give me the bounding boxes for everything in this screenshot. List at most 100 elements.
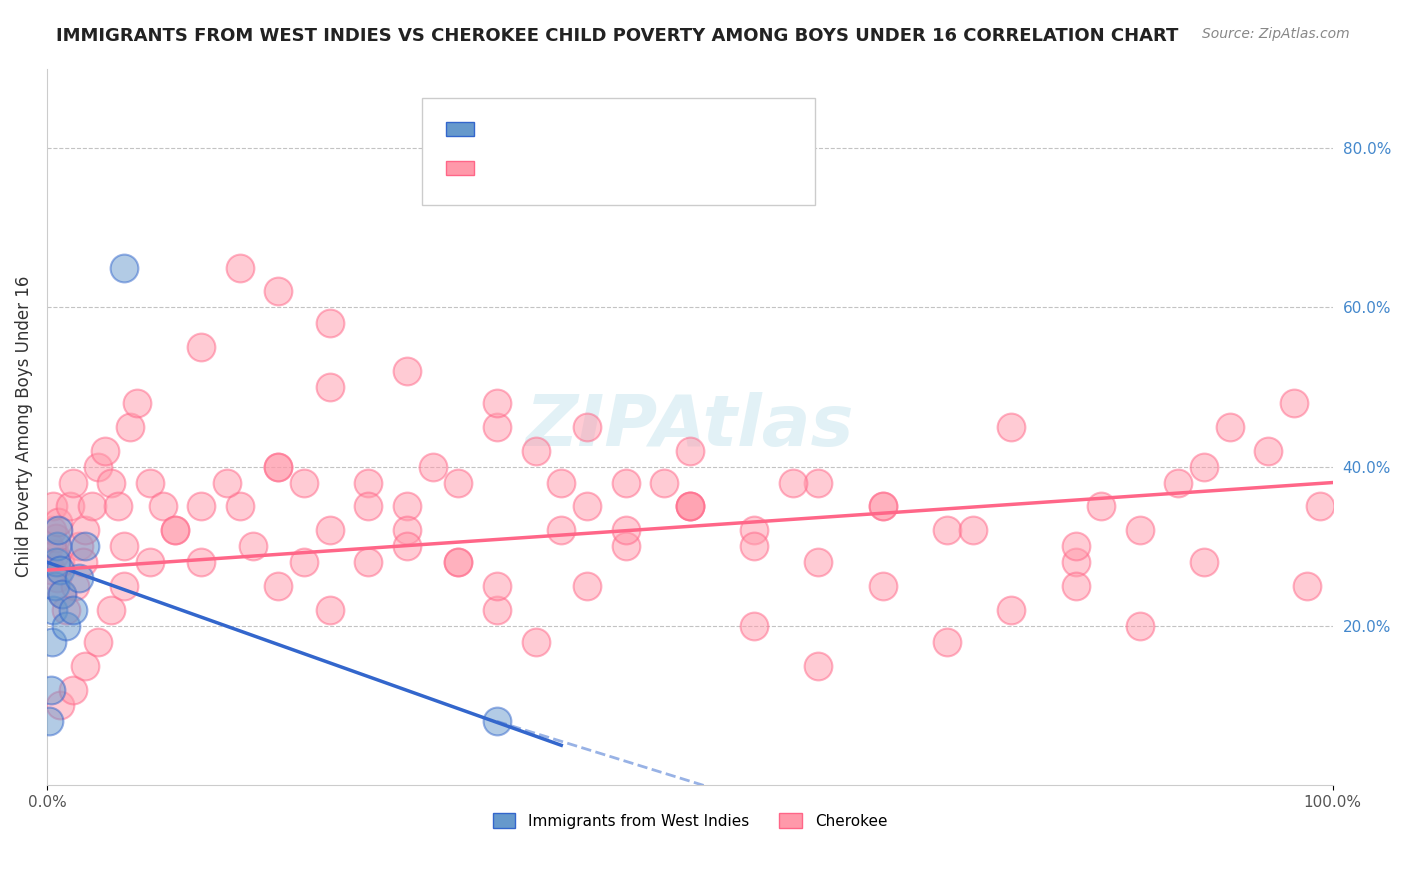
Point <box>742 619 765 633</box>
Point <box>215 475 238 490</box>
Point <box>39 682 62 697</box>
Point <box>357 555 380 569</box>
Point <box>120 419 142 434</box>
Point <box>41 634 63 648</box>
Point <box>62 475 84 490</box>
Point <box>67 571 90 585</box>
Point <box>1309 500 1331 514</box>
Point <box>1219 419 1241 434</box>
Point <box>807 555 830 569</box>
Point <box>872 500 894 514</box>
Point <box>41 524 63 538</box>
Point <box>1000 419 1022 434</box>
Point <box>679 500 702 514</box>
Text: 16: 16 <box>643 120 665 138</box>
Point <box>395 500 418 514</box>
Point <box>59 500 82 514</box>
Text: IMMIGRANTS FROM WEST INDIES VS CHEROKEE CHILD POVERTY AMONG BOYS UNDER 16 CORREL: IMMIGRANTS FROM WEST INDIES VS CHEROKEE … <box>56 27 1178 45</box>
Point <box>1129 524 1152 538</box>
Point <box>447 555 470 569</box>
Point <box>42 500 65 514</box>
Point <box>292 475 315 490</box>
Point <box>1282 396 1305 410</box>
Point <box>1129 619 1152 633</box>
Point <box>742 539 765 553</box>
Text: 0.178: 0.178 <box>527 159 579 177</box>
Point <box>75 539 97 553</box>
Point <box>936 524 959 538</box>
Point <box>292 555 315 569</box>
Point <box>267 459 290 474</box>
Point <box>112 539 135 553</box>
Point <box>422 459 444 474</box>
Point <box>1000 603 1022 617</box>
Point <box>139 555 162 569</box>
Point <box>75 524 97 538</box>
Point <box>152 500 174 514</box>
Point <box>395 364 418 378</box>
Point <box>319 380 342 394</box>
Point <box>48 698 70 713</box>
Point <box>1192 555 1215 569</box>
Point <box>190 340 212 354</box>
Point <box>267 285 290 299</box>
Point <box>190 555 212 569</box>
Point <box>319 316 342 330</box>
Point <box>575 500 598 514</box>
Point <box>165 524 187 538</box>
Point <box>100 603 122 617</box>
Point <box>139 475 162 490</box>
Point <box>782 475 804 490</box>
Point <box>38 714 60 729</box>
Point <box>614 475 637 490</box>
Point <box>75 658 97 673</box>
Point <box>395 539 418 553</box>
Point <box>62 603 84 617</box>
Point <box>45 531 67 545</box>
Text: R =: R = <box>457 120 503 138</box>
Point <box>614 539 637 553</box>
Point <box>67 539 90 553</box>
Point <box>447 555 470 569</box>
Point <box>1064 579 1087 593</box>
Y-axis label: Child Poverty Among Boys Under 16: Child Poverty Among Boys Under 16 <box>15 277 32 577</box>
Point <box>524 634 547 648</box>
Point <box>395 524 418 538</box>
Point <box>1064 555 1087 569</box>
Point <box>62 682 84 697</box>
Point <box>48 555 70 569</box>
Point <box>679 500 702 514</box>
Point <box>1296 579 1319 593</box>
Text: 113: 113 <box>643 159 678 177</box>
Point <box>485 603 508 617</box>
Point <box>807 475 830 490</box>
Point <box>1257 443 1279 458</box>
Text: N =: N = <box>583 120 631 138</box>
Point <box>48 524 70 538</box>
Point <box>48 516 70 530</box>
Point <box>652 475 675 490</box>
Text: -0.615: -0.615 <box>527 120 586 138</box>
Point <box>357 475 380 490</box>
Point <box>45 555 67 569</box>
Point <box>80 500 103 514</box>
Point <box>51 587 73 601</box>
Point <box>485 396 508 410</box>
Point <box>357 500 380 514</box>
Point <box>63 579 86 593</box>
Point <box>190 500 212 514</box>
Point <box>550 524 572 538</box>
Point <box>100 475 122 490</box>
Point <box>1090 500 1112 514</box>
Point <box>1192 459 1215 474</box>
Point <box>55 603 77 617</box>
Point <box>575 579 598 593</box>
Point <box>125 396 148 410</box>
Point <box>229 500 252 514</box>
Point <box>242 539 264 553</box>
Text: ZIPAtlas: ZIPAtlas <box>526 392 853 461</box>
Point <box>44 579 66 593</box>
Point <box>229 260 252 275</box>
Point <box>94 443 117 458</box>
Point <box>44 547 66 561</box>
